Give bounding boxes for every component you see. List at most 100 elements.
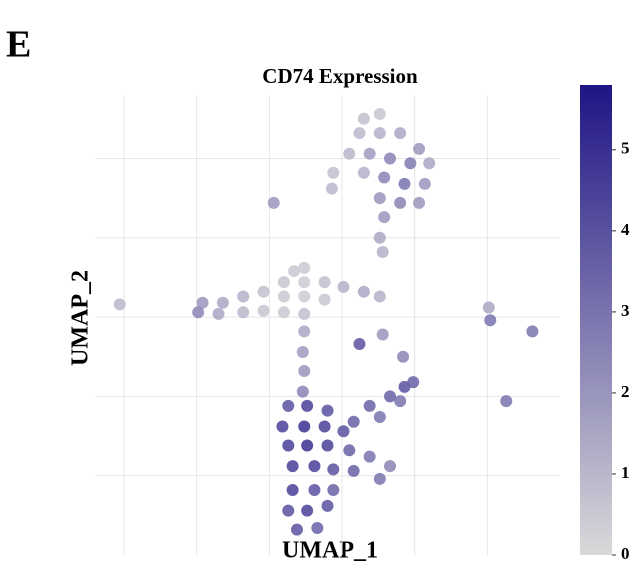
- cell-point: [383, 152, 396, 165]
- x-axis-label: UMAP_1: [282, 538, 378, 564]
- cell-point: [383, 460, 396, 473]
- cell-point: [321, 439, 334, 452]
- cell-point: [373, 192, 386, 205]
- cell-point: [343, 147, 356, 160]
- colorbar-tick-label: 5: [621, 139, 630, 158]
- cell-point: [526, 325, 539, 338]
- cell-point: [286, 483, 299, 496]
- cell-point: [298, 276, 311, 289]
- cell-point: [267, 196, 280, 209]
- cell-point: [404, 157, 417, 170]
- colorbar-tick-label: 4: [621, 220, 630, 239]
- cell-point: [301, 504, 314, 517]
- cell-point: [373, 231, 386, 244]
- colorbar-tick-label: 0: [621, 544, 630, 563]
- cell-point: [308, 460, 321, 473]
- cell-point: [394, 196, 407, 209]
- cell-point: [298, 261, 311, 274]
- cell-point: [321, 499, 334, 512]
- cell-point: [398, 177, 411, 190]
- cell-point: [113, 298, 126, 311]
- cell-point: [373, 108, 386, 121]
- cell-point: [383, 390, 396, 403]
- cell-point: [423, 157, 436, 170]
- cell-point: [237, 306, 250, 319]
- cell-point: [321, 404, 334, 417]
- cell-point: [353, 338, 366, 351]
- cell-point: [482, 301, 495, 314]
- cell-point: [376, 246, 389, 259]
- colorbar: [580, 85, 612, 555]
- cell-point: [196, 296, 209, 309]
- cell-point: [378, 211, 391, 224]
- cell-point: [357, 112, 370, 125]
- cell-point: [298, 420, 311, 433]
- cell-point: [308, 483, 321, 496]
- cell-point: [276, 420, 289, 433]
- cell-point: [311, 522, 324, 535]
- cell-point: [337, 425, 350, 438]
- cell-point: [301, 399, 314, 412]
- cell-point: [343, 444, 356, 457]
- cell-point: [413, 196, 426, 209]
- cell-point: [318, 276, 331, 289]
- cell-point: [407, 376, 420, 389]
- cell-point: [216, 296, 229, 309]
- cell-point: [363, 399, 376, 412]
- y-axis-label: UMAP_2: [68, 270, 94, 366]
- cell-point: [347, 415, 360, 428]
- cell-point: [418, 177, 431, 190]
- cell-point: [290, 523, 303, 536]
- cell-point: [373, 472, 386, 485]
- cell-point: [363, 450, 376, 463]
- cell-point: [282, 439, 295, 452]
- cell-point: [347, 464, 360, 477]
- cell-point: [318, 293, 331, 306]
- cell-point: [373, 290, 386, 303]
- cell-point: [296, 385, 309, 398]
- cell-point: [212, 307, 225, 320]
- chart-title: CD74 Expression: [262, 64, 418, 88]
- cell-point: [318, 420, 331, 433]
- cell-point: [327, 483, 340, 496]
- cell-point: [301, 439, 314, 452]
- colorbar-tick-label: 1: [621, 463, 630, 482]
- cell-point: [286, 460, 299, 473]
- cell-point: [357, 285, 370, 298]
- cell-point: [394, 395, 407, 408]
- cell-point: [327, 463, 340, 476]
- cell-point: [277, 306, 290, 319]
- cell-point: [337, 280, 350, 293]
- cell-point: [288, 265, 301, 278]
- cell-point: [325, 182, 338, 195]
- cell-point: [500, 395, 513, 408]
- cell-point: [282, 504, 295, 517]
- cell-point: [277, 290, 290, 303]
- cell-point: [282, 399, 295, 412]
- cell-point: [363, 147, 376, 160]
- cell-point: [397, 350, 410, 363]
- cell-point: [237, 290, 250, 303]
- cell-point: [394, 127, 407, 140]
- cell-point: [373, 127, 386, 140]
- cell-point: [192, 306, 205, 319]
- colorbar-tick-label: 2: [621, 382, 630, 401]
- cell-point: [298, 307, 311, 320]
- cell-point: [298, 365, 311, 377]
- panel-label: E: [6, 24, 31, 66]
- cell-point: [373, 411, 386, 423]
- colorbar-tick-label: 3: [621, 301, 630, 320]
- cell-point: [376, 328, 389, 341]
- cell-point: [298, 325, 311, 338]
- cell-point: [327, 166, 340, 179]
- cell-point: [357, 166, 370, 179]
- cell-point: [298, 290, 311, 303]
- cell-point: [296, 345, 309, 358]
- cell-point: [257, 304, 270, 317]
- cell-point: [353, 127, 366, 140]
- cell-point: [484, 314, 497, 327]
- cell-point: [378, 171, 391, 184]
- cell-point: [277, 276, 290, 289]
